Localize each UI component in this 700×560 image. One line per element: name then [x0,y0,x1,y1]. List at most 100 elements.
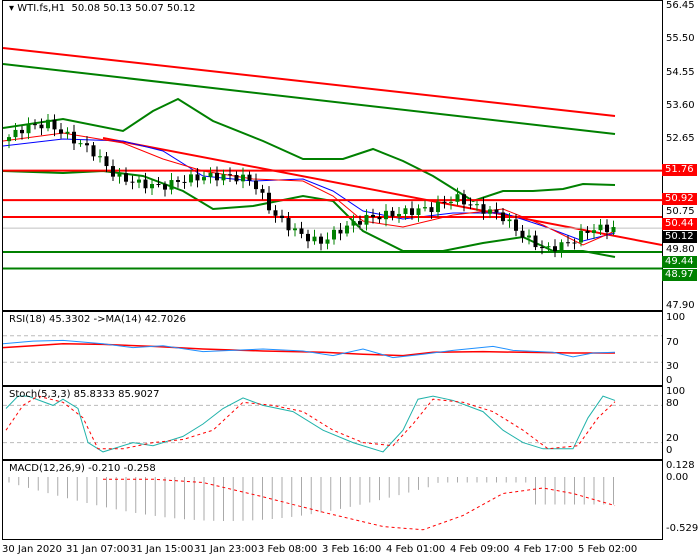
macd-signal-line [103,478,616,531]
candle-body [163,184,167,190]
price-tick: 54.55 [666,66,695,78]
candle-body [39,124,44,129]
candle-body [429,207,434,213]
candle-body [455,194,460,202]
candle-body [579,230,583,243]
candle-body [33,124,37,126]
candle-body [228,174,232,176]
candle-body [124,173,128,182]
stoch-tick: 0 [666,445,673,456]
candle-body [397,213,401,217]
candle-body [559,242,564,252]
time-tick: 31 Jan 23:00 [194,544,258,555]
candle-body [267,192,271,211]
candle-body [488,209,492,214]
candle-body [572,242,577,244]
candle-body [533,235,538,248]
candle-body [26,124,31,134]
candle-body [189,174,193,183]
candle-body [442,201,447,203]
price-tick: 55.50 [666,33,695,45]
candle-body [137,179,141,183]
candle-body [351,221,356,226]
candle-body [215,172,219,181]
macd-panel[interactable]: MACD(12,26,9) -0.210 -0.258 [2,460,663,540]
candle-body [462,194,466,205]
candle-body [208,172,213,178]
candle-body [130,181,135,183]
moving-average-red [3,132,616,246]
macd-label: MACD(12,26,9) -0.210 -0.258 [9,463,156,474]
candle-body [299,228,304,234]
candle-body [169,180,174,190]
candle-body [416,208,421,215]
candle-body [423,207,427,209]
time-tick: 5 Feb 02:00 [578,544,638,555]
macd-tick: -0.529 [666,523,699,534]
candle-body [202,177,206,181]
stoch-tick: 20 [666,433,679,444]
candle-body [546,246,551,248]
candle-body [72,131,76,144]
trend-line-red-lower [102,137,662,246]
candle-body [468,204,473,206]
candle-body [514,219,518,231]
candle-body [273,210,278,216]
candle-body [150,184,154,189]
candle-body [20,129,24,134]
rsi-label: RSI(18) 45.3302 ->MA(14) 42.7026 [9,314,186,325]
candle-body [176,180,180,182]
price-tick: 52.65 [666,133,695,145]
candle-body [65,131,70,134]
time-tick: 31 Jan 07:00 [66,544,130,555]
candle-body [280,215,284,219]
candle-body [195,174,200,181]
candle-body [85,143,89,146]
symbol: WTI.fs,H1 [17,3,66,14]
chart-title: ▾ WTI.fs,H1 50.08 50.13 50.07 50.12 [9,3,196,14]
rsi-line [3,339,616,359]
candle-body [7,137,11,142]
candle-body [221,174,226,181]
candle-body [286,218,291,231]
rsi-panel[interactable]: RSI(18) 45.3302 ->MA(14) 42.7026 [2,311,663,386]
candle-body [527,235,531,238]
macd-tick: 0.128 [666,460,695,471]
candle-body [293,228,297,231]
candle-body [553,246,557,252]
price-canvas [3,47,662,270]
candle-body [104,156,109,167]
candle-body [156,184,161,186]
price-tag-50.44: 50.44 [662,218,697,231]
candle-body [501,212,505,222]
candle-body [332,229,336,240]
candle-body [345,225,349,234]
candle-body [598,224,603,231]
candle-body [182,181,187,183]
candle-body [585,230,590,233]
candle-body [52,119,57,130]
stoch-panel[interactable]: Stoch(5,3,3) 85.8333 85.9027 [2,386,663,460]
trend-line-green-upper [3,63,616,135]
candle-body [371,214,375,218]
candle-body [540,247,544,249]
macd-tick: 0.00 [666,472,689,483]
candle-body [117,173,122,177]
stoch-tick: 100 [666,386,686,397]
candle-body [59,129,63,134]
candle-body [325,239,330,244]
candle-body [481,204,486,214]
rsi-tick: 0 [666,375,673,386]
candle-body [13,129,18,138]
candle-body [260,189,265,193]
candle-body [384,210,388,220]
rsi-ma-line [3,342,615,357]
rsi-tick: 100 [666,312,686,323]
candle-body [507,219,512,222]
ohlc-values: 50.08 50.13 50.07 50.12 [71,3,196,14]
price-chart[interactable]: ▾ WTI.fs,H1 50.08 50.13 50.07 50.12 [2,0,663,311]
candle-body [247,174,252,181]
time-tick: 4 Feb 01:00 [386,544,446,555]
candle-body [410,208,414,215]
candle-body [605,224,609,233]
